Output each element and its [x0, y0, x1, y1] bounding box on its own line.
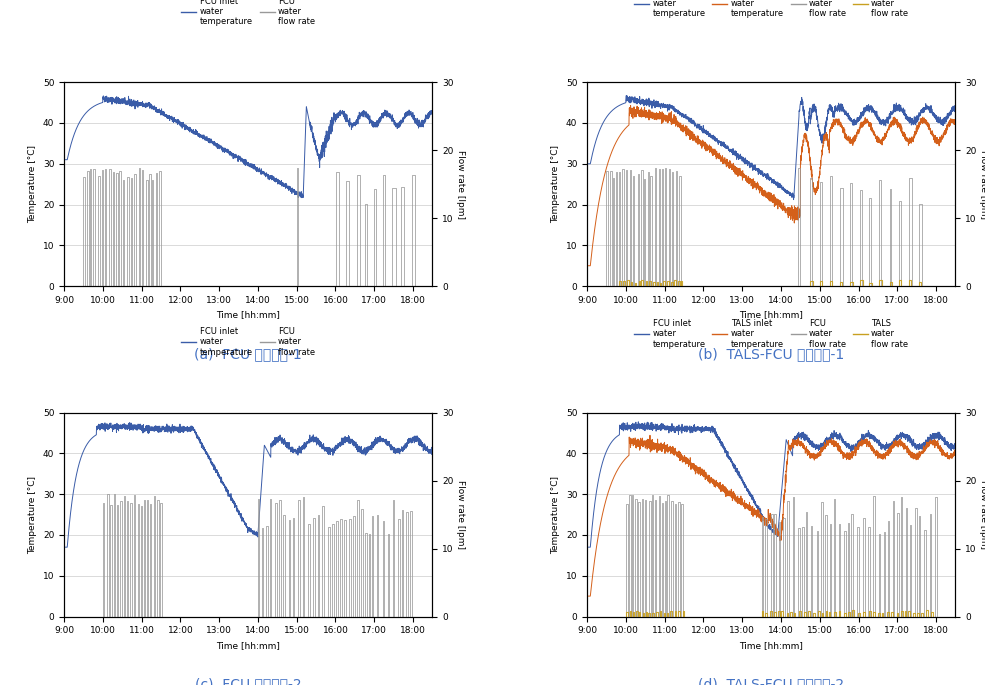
Y-axis label: Flow rate [lpm]: Flow rate [lpm] [456, 480, 465, 549]
Y-axis label: Temperature [°C]: Temperature [°C] [29, 145, 37, 223]
Y-axis label: Temperature [°C]: Temperature [°C] [552, 145, 560, 223]
Y-axis label: Temperature [°C]: Temperature [°C] [29, 475, 37, 553]
X-axis label: Time [hh:mm]: Time [hh:mm] [217, 640, 280, 650]
Text: (c)  FCU 단독운전-2: (c) FCU 단독운전-2 [195, 677, 301, 685]
X-axis label: Time [hh:mm]: Time [hh:mm] [740, 310, 803, 319]
Text: (a)  FCU 단독운전-1: (a) FCU 단독운전-1 [194, 347, 302, 361]
X-axis label: Time [hh:mm]: Time [hh:mm] [217, 310, 280, 319]
Text: (b)  TALS-FCU 병용운전-1: (b) TALS-FCU 병용운전-1 [698, 347, 844, 361]
Legend: FCU inlet
water
temperature, FCU
water
flow rate: FCU inlet water temperature, FCU water f… [181, 327, 315, 357]
Text: (d)  TALS-FCU 병용운전-2: (d) TALS-FCU 병용운전-2 [698, 677, 844, 685]
Y-axis label: Flow rate [lpm]: Flow rate [lpm] [456, 149, 465, 219]
X-axis label: Time [hh:mm]: Time [hh:mm] [740, 640, 803, 650]
Y-axis label: Flow rate [lpm]: Flow rate [lpm] [979, 149, 985, 219]
Y-axis label: Flow rate [lpm]: Flow rate [lpm] [979, 480, 985, 549]
Legend: FCU inlet
water
temperature, FCU
water
flow rate: FCU inlet water temperature, FCU water f… [181, 0, 315, 27]
Legend: FCU inlet
water
temperature, TALS inlet
water
temperature, FCU
water
flow rate, : FCU inlet water temperature, TALS inlet … [634, 319, 908, 349]
Y-axis label: Temperature [°C]: Temperature [°C] [552, 475, 560, 553]
Legend: FCU inlet
water
temperature, TALS inlet
water
temperature, FCU
water
flow rate, : FCU inlet water temperature, TALS inlet … [634, 0, 908, 18]
